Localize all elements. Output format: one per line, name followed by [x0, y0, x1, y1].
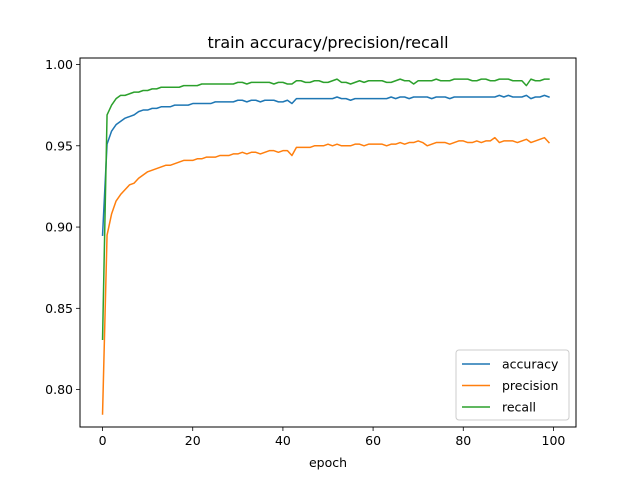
y-tick-label: 0.95	[45, 138, 73, 153]
legend-label-recall: recall	[502, 400, 536, 415]
y-axis: 0.80 0.85 0.90 0.95 1.00	[45, 57, 80, 397]
x-axis-label: epoch	[309, 455, 347, 470]
legend-label-precision: precision	[502, 378, 558, 393]
series-line-recall	[101, 78, 550, 340]
plot-frame	[79, 57, 577, 428]
chart-title: train accuracy/precision/recall	[207, 33, 448, 52]
series-line-accuracy	[101, 94, 550, 236]
y-tick-label: 1.00	[45, 57, 73, 72]
legend-label-accuracy: accuracy	[502, 357, 559, 372]
x-tick-label: 40	[275, 433, 291, 448]
legend: accuracy precision recall	[455, 349, 570, 421]
y-tick-label: 0.80	[45, 382, 73, 397]
x-tick-label: 80	[455, 433, 471, 448]
x-axis: 0 20 40 60 80 100	[99, 427, 566, 448]
series-line-precision	[101, 136, 551, 415]
x-tick-label: 0	[99, 433, 107, 448]
x-tick-label: 60	[365, 433, 381, 448]
legend-box	[455, 349, 570, 421]
y-tick-label: 0.90	[45, 220, 73, 235]
series-layer	[101, 78, 551, 415]
y-tick-label: 0.85	[45, 301, 73, 316]
x-tick-label: 100	[542, 433, 566, 448]
x-tick-label: 20	[185, 433, 201, 448]
